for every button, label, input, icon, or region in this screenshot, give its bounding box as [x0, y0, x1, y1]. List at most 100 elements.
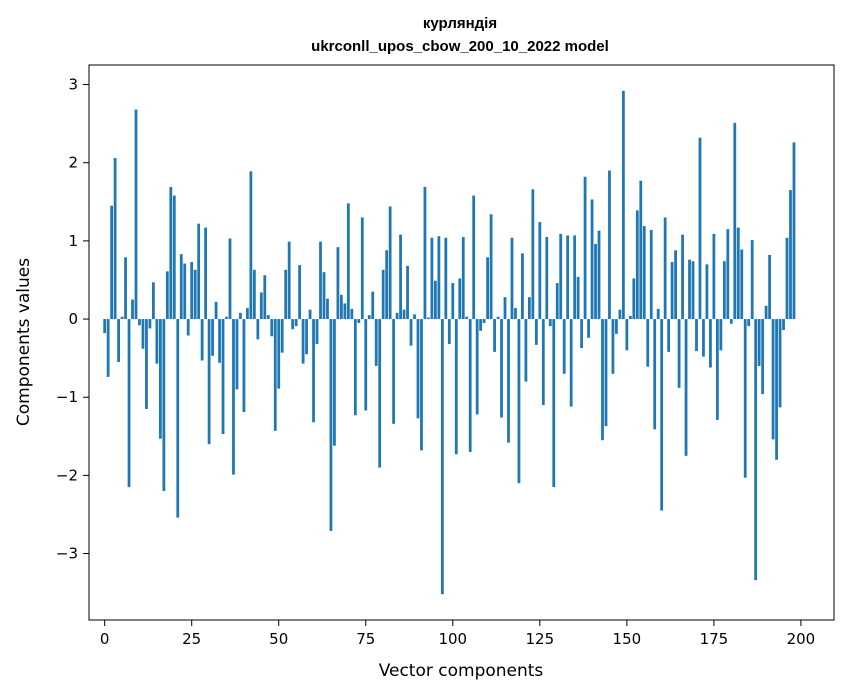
bar: [691, 261, 695, 320]
bar: [420, 319, 423, 451]
bar: [308, 309, 312, 320]
bar: [447, 319, 451, 345]
bar: [649, 229, 653, 320]
bar: [152, 282, 155, 320]
bar: [479, 319, 483, 331]
bar: [155, 319, 159, 364]
bar: [430, 237, 434, 320]
bar: [709, 319, 712, 368]
bar: [531, 189, 535, 320]
bar: [329, 319, 333, 531]
x-tick-label: 25: [182, 630, 201, 648]
bar: [437, 236, 441, 320]
bar: [677, 319, 681, 388]
bar: [336, 247, 340, 320]
bar: [103, 319, 107, 334]
chart-title-line-1: курляндія: [423, 15, 497, 32]
bar: [555, 283, 559, 320]
bar: [134, 109, 138, 320]
bar: [789, 190, 792, 320]
bar: [775, 319, 778, 460]
bar: [792, 142, 796, 320]
bar: [451, 283, 455, 320]
bar: [611, 319, 615, 374]
bar: [705, 264, 709, 320]
bar: [517, 319, 521, 484]
bar: [190, 261, 194, 320]
bar: [503, 297, 507, 320]
bar: [333, 319, 336, 446]
bar: [628, 315, 632, 320]
bar: [559, 233, 563, 320]
bar: [211, 319, 214, 356]
bar: [736, 227, 740, 320]
bar: [259, 292, 263, 320]
bar: [639, 180, 643, 320]
bar: [500, 319, 503, 418]
bar: [197, 223, 201, 320]
bar: [618, 309, 622, 320]
bar: [392, 319, 396, 424]
bar: [521, 253, 524, 320]
bar: [454, 319, 458, 455]
bar: [569, 319, 573, 407]
bar: [489, 214, 493, 320]
bar: [667, 319, 671, 352]
bar: [541, 319, 545, 406]
bar: [712, 233, 716, 320]
bar: [385, 250, 389, 320]
bar: [252, 269, 256, 320]
bar: [608, 170, 611, 320]
x-tick-label: 100: [438, 630, 467, 648]
bar: [527, 297, 531, 320]
bar: [461, 236, 465, 320]
bar: [472, 195, 476, 320]
bar: [221, 319, 225, 434]
bar: [343, 303, 347, 320]
bar: [106, 319, 110, 377]
bar: [653, 319, 657, 430]
bar: [357, 319, 361, 323]
bar: [771, 319, 775, 440]
bar: [235, 319, 239, 390]
bar: [131, 299, 134, 320]
plot-frame: [88, 64, 835, 621]
y-tick-label: −2: [56, 466, 78, 484]
bar: [406, 265, 409, 320]
bar: [138, 319, 141, 326]
bar: [395, 312, 399, 320]
bar: [695, 319, 698, 352]
bar: [291, 319, 295, 330]
bar: [642, 226, 646, 320]
bar: [141, 319, 145, 349]
bar: [218, 319, 221, 363]
bar: [381, 269, 385, 320]
bar: [374, 319, 378, 366]
bar: [604, 319, 608, 427]
bar: [360, 217, 364, 320]
bar: [214, 301, 218, 320]
bar: [702, 319, 705, 357]
bar: [698, 137, 702, 320]
bar: [416, 319, 420, 419]
bar: [207, 319, 211, 445]
bar: [757, 319, 761, 366]
bar: [298, 265, 302, 320]
x-tick-label: 0: [100, 630, 110, 648]
bar: [322, 272, 326, 320]
x-axis-ticks: 0 25 50 75 100 125 150 175 200: [100, 620, 815, 648]
y-tick-label: 0: [68, 310, 78, 328]
bar: [601, 319, 604, 441]
bar: [242, 319, 246, 413]
bar: [761, 319, 765, 395]
y-tick-label: −3: [56, 545, 78, 563]
bar: [747, 319, 751, 327]
bar: [434, 280, 437, 320]
bar: [552, 319, 556, 488]
x-tick-label: 125: [526, 630, 555, 648]
bar: [193, 269, 197, 320]
bar: [660, 319, 664, 511]
y-tick-label: 3: [68, 76, 78, 94]
bar: [266, 315, 270, 320]
bar: [172, 195, 176, 320]
